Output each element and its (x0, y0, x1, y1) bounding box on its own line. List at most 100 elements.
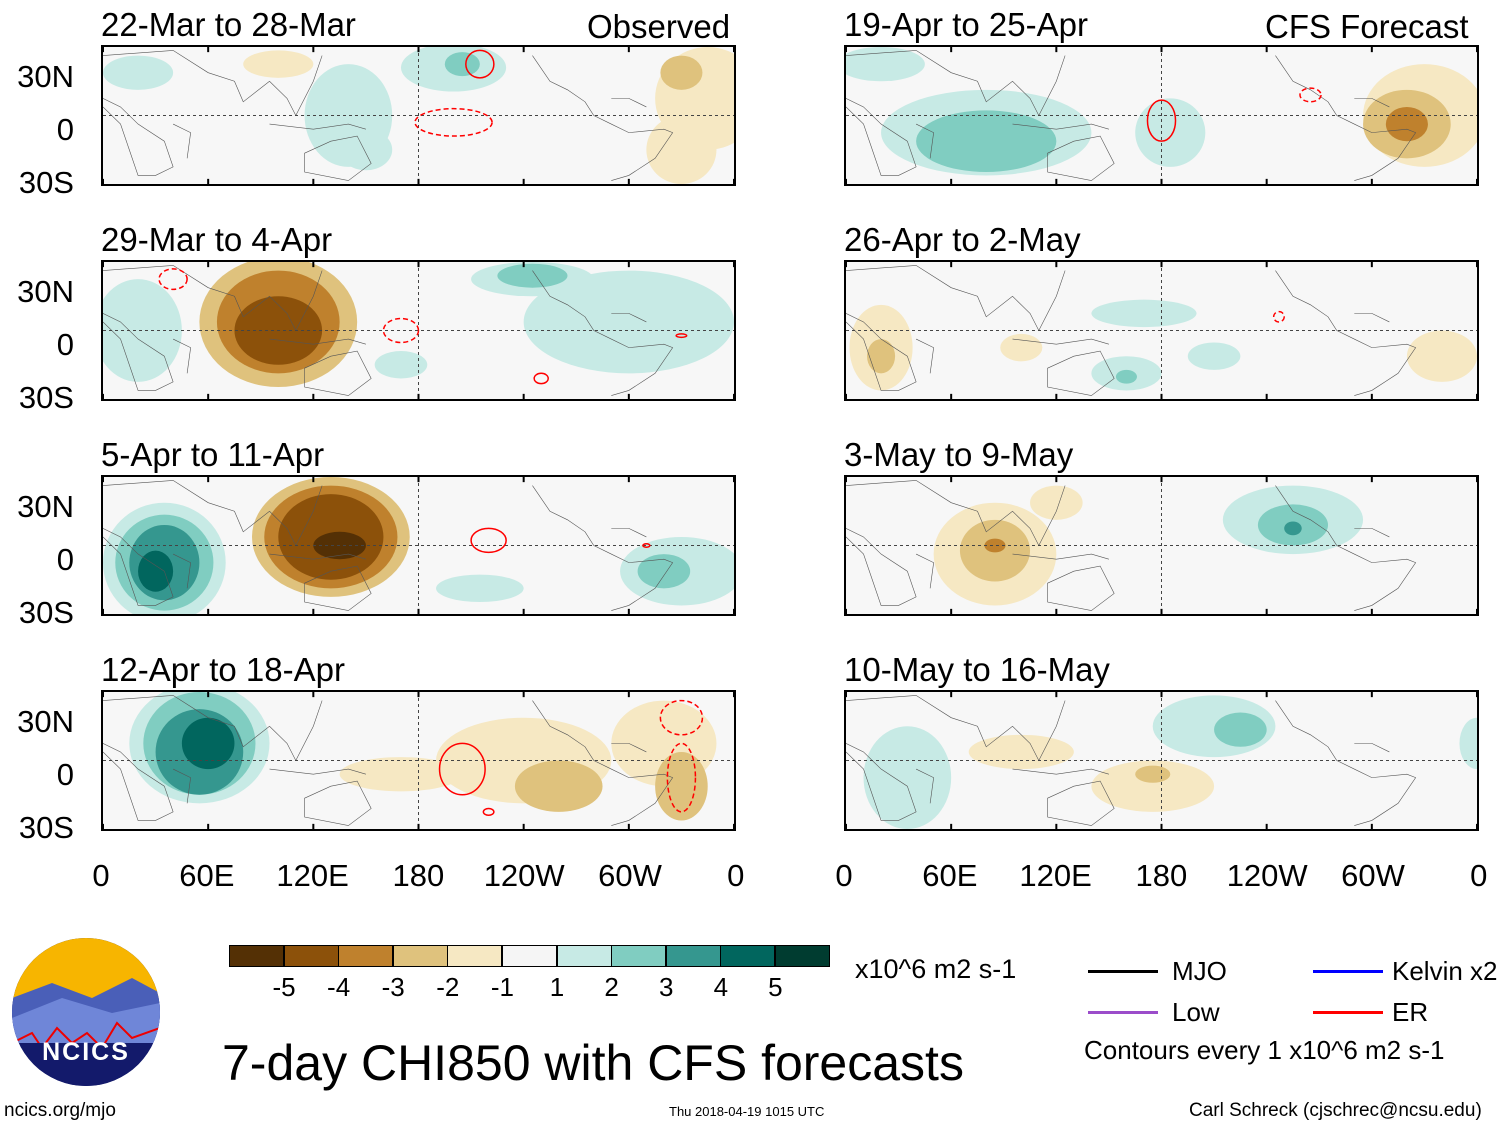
site-link[interactable]: ncics.org/mjo (4, 1100, 116, 1121)
legend-line-low (1088, 1011, 1158, 1014)
anomaly-region (1030, 485, 1083, 520)
anomaly-region (968, 734, 1074, 770)
colorbar-label: 3 (658, 972, 674, 1002)
anomaly-region (243, 50, 314, 78)
er-contour (643, 544, 650, 547)
map-panel-7 (844, 475, 1479, 616)
map-panel-8 (844, 690, 1479, 831)
logo-text: NCICS (42, 1038, 130, 1066)
lat-tick-label: 0 (56, 327, 74, 362)
map-svg (846, 262, 1477, 399)
colorbar-label: 4 (713, 972, 729, 1002)
panel-title: 22-Mar to 28-Mar (101, 6, 356, 43)
colorbar-label: -3 (381, 972, 405, 1002)
anomaly-region (655, 751, 708, 821)
lon-tick-label: 120E (276, 858, 349, 893)
anomaly-region (1385, 106, 1428, 142)
legend-er: ER (1392, 997, 1429, 1027)
colorbar-swatch (502, 945, 557, 967)
anomaly-region (374, 351, 428, 379)
lon-tick-label: 120W (1226, 858, 1308, 893)
anomaly-region (646, 115, 717, 184)
map-svg (103, 692, 734, 829)
anomaly-region (1091, 760, 1215, 812)
lat-tick-label: 30N (17, 274, 74, 309)
anomaly-region (1284, 521, 1302, 536)
anomaly-region (1135, 98, 1206, 167)
er-contour (667, 743, 695, 812)
coastlines (103, 265, 673, 395)
colorbar-swatch (775, 945, 830, 967)
lat-tick-label: 30S (18, 595, 74, 630)
colorbar-swatch (556, 945, 612, 967)
er-contour (1147, 100, 1175, 141)
er-contour (415, 109, 492, 136)
lon-tick-label: 0 (727, 858, 745, 893)
lon-tick-label: 0 (1470, 858, 1488, 893)
er-contour (534, 373, 548, 383)
colorbar-swatch (720, 945, 776, 967)
anomaly-region (1406, 330, 1477, 382)
lon-tick-label: 120W (483, 858, 565, 893)
map-svg (103, 262, 734, 399)
units-label: x10^6 m2 s-1 (855, 954, 1017, 984)
ncics-logo: NCICS (12, 938, 160, 1086)
lat-tick-label: 30N (17, 489, 74, 524)
colorbar-label: 5 (768, 972, 783, 1002)
anomaly-region (1459, 717, 1477, 770)
er-contour (660, 701, 702, 735)
figure-title: 7-day CHI850 with CFS forecasts (222, 1035, 964, 1091)
anomaly-region (138, 550, 174, 592)
map-svg (103, 477, 734, 614)
map-svg (846, 477, 1477, 614)
er-contour (676, 334, 687, 337)
anomaly-region (984, 538, 1006, 553)
colorbar-label: 2 (604, 972, 619, 1002)
lat-tick-label: 30S (18, 165, 74, 200)
map-svg (846, 47, 1477, 184)
anomaly-region (497, 263, 568, 288)
map-panel-3 (101, 475, 736, 616)
map-panel-5 (844, 45, 1479, 186)
lon-tick-label: 180 (392, 858, 445, 893)
panel-title: 19-Apr to 25-Apr (844, 6, 1088, 43)
colorbar-label: -1 (490, 972, 514, 1002)
er-contour (159, 269, 187, 290)
lon-tick-label: 0 (835, 858, 853, 893)
legend-mjo: MJO (1172, 956, 1227, 986)
lon-tick-label: 180 (1135, 858, 1188, 893)
legend-low: Low (1172, 997, 1220, 1027)
colorbar-swatch (229, 945, 284, 967)
lon-tick-label: 60E (179, 858, 235, 893)
lat-tick-label: 30S (18, 810, 74, 845)
anomaly-region (523, 270, 734, 374)
anomaly-region (181, 717, 235, 770)
colorbar-swatch (611, 945, 667, 967)
colorbar-swatch (338, 945, 394, 967)
coastlines (846, 50, 1416, 180)
lat-tick-label: 30N (17, 59, 74, 94)
colorbar-swatch (283, 945, 339, 967)
anomaly-region (1115, 369, 1137, 384)
legend-line-kelvin (1313, 970, 1383, 973)
colorbar-label: 1 (549, 972, 565, 1002)
er-contour (440, 743, 486, 794)
anomaly-region (637, 554, 691, 589)
map-panel-2 (101, 260, 736, 401)
forecast-label: CFS Forecast (1265, 8, 1469, 45)
coastlines (846, 695, 1416, 825)
coastlines (846, 480, 1416, 610)
anomaly-region (103, 279, 182, 382)
panel-title: 26-Apr to 2-May (844, 221, 1081, 258)
anomaly-region (1135, 765, 1171, 783)
coastlines (103, 480, 673, 610)
anomaly-region (103, 55, 174, 90)
lat-tick-label: 0 (56, 757, 74, 792)
anomaly-region (339, 757, 463, 792)
er-contour (383, 319, 418, 343)
map-panel-6 (844, 260, 1479, 401)
anomaly-region (436, 574, 524, 603)
er-contour (1274, 312, 1285, 322)
coastlines (846, 265, 1416, 395)
colorbar-label: -4 (327, 972, 351, 1002)
